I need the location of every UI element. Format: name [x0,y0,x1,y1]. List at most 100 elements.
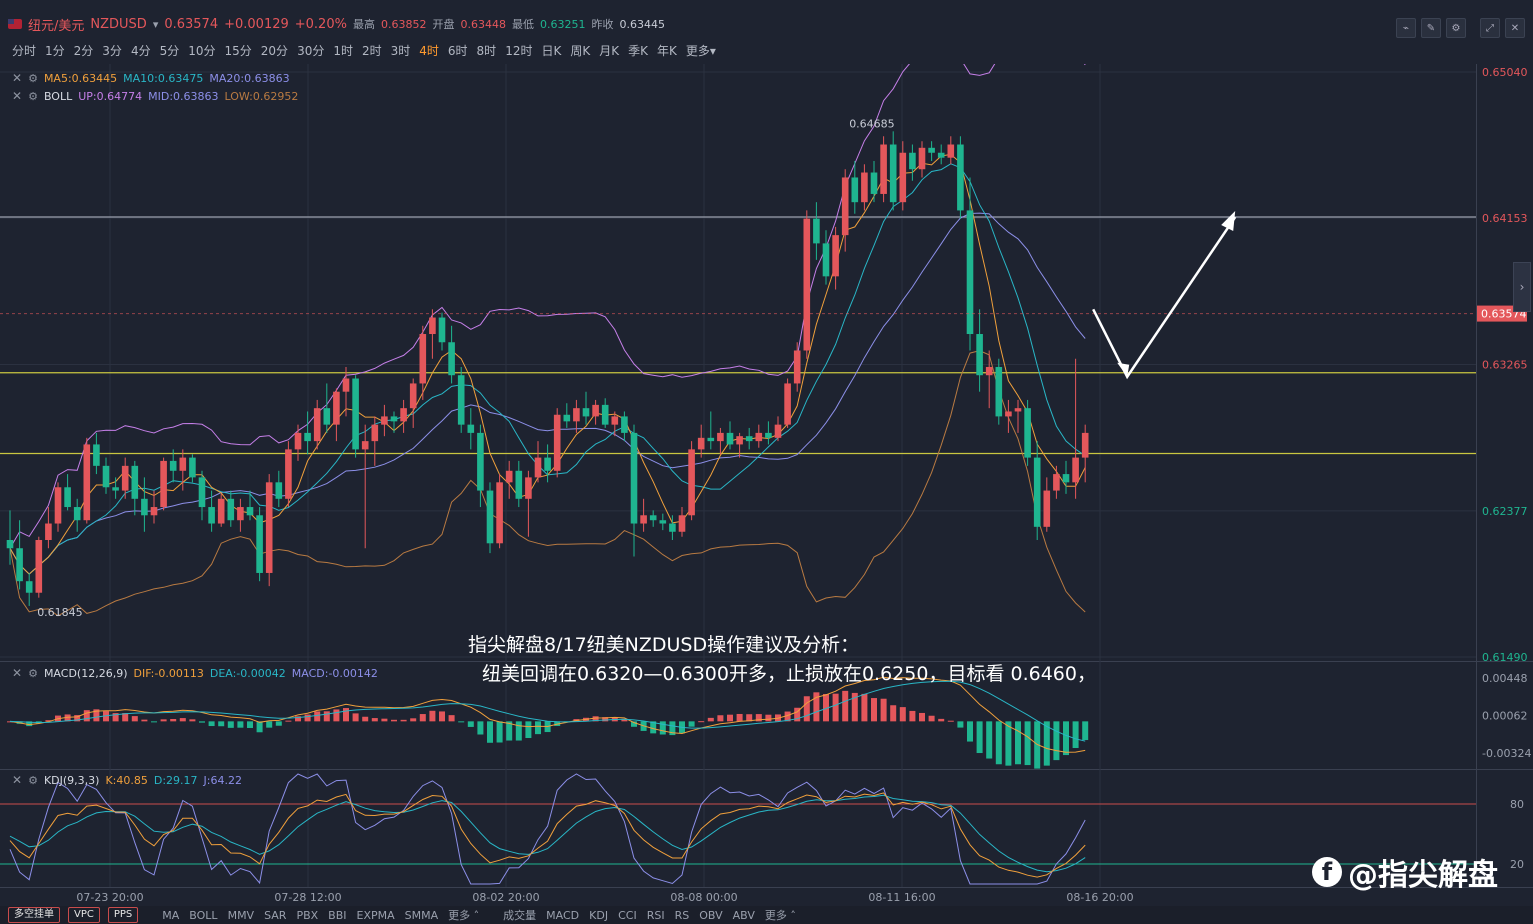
main-indicator-tab[interactable]: BOLL [189,908,218,922]
boll-lower-line [9,350,1086,617]
boll-legend: ✕ ⚙ BOLL UP:0.64774 MID:0.63863 LOW:0.62… [12,89,304,103]
period-tab[interactable]: 周K [570,44,591,58]
candle-body [947,144,955,158]
macd-histogram-bar [170,718,177,722]
period-tab[interactable]: 4分 [130,44,151,58]
draw-icon[interactable]: ✎ [1421,18,1441,38]
main-indicator-tab[interactable]: MMV [227,908,255,922]
close-icon[interactable]: ✕ [12,89,23,103]
macd-y-tick: -0.00324 [1482,747,1531,760]
symbol-dropdown-icon[interactable]: ▾ [152,17,159,31]
y-tick-label: 0.65040 [1482,66,1528,79]
macd-histogram-bar [803,696,810,722]
gear-icon[interactable]: ⚙ [28,666,38,680]
sub-indicator-tab[interactable]: OBV [699,908,723,922]
period-tab[interactable]: 更多▾ [685,44,716,58]
symbol-code[interactable]: NZDUSD [90,16,147,32]
sub-indicator-tab[interactable]: KDJ [589,908,609,922]
period-tabs: 分时 1分 2分 3分 4分 5分 10分 15分 20分 30分 1时 2时 3时 4时 6时 8时 12时日… [12,42,725,59]
x-tick-label: 08-02 20:00 [472,891,539,904]
period-tab[interactable]: 3时 [390,44,411,58]
macd-histogram-bar [64,714,71,722]
candle-body [736,436,743,445]
close-icon[interactable]: ✕ [12,773,23,787]
period-tab[interactable]: 6时 [447,44,468,58]
ma20-line [9,212,1086,575]
gear-icon[interactable]: ⚙ [28,71,38,85]
period-tab[interactable]: 日K [541,44,562,58]
period-tab[interactable]: 分时 [12,44,37,58]
period-tab[interactable]: 季K [628,44,648,58]
main-indicator-tab[interactable]: PBX [296,908,319,922]
fullscreen-icon[interactable]: ⤢ [1480,18,1500,38]
last-price: 0.63574 [164,16,219,32]
period-tab[interactable]: 2时 [361,44,382,58]
period-tab[interactable]: 10分 [188,44,216,58]
gear-icon[interactable]: ⚙ [28,773,38,787]
indicator-icon[interactable]: ⌁ [1396,18,1416,38]
period-tab[interactable]: 2分 [73,44,94,58]
main-indicator-tab[interactable]: SAR [264,908,287,922]
period-tab[interactable]: 12时 [505,44,533,58]
sub-indicator-tab[interactable]: 更多 ˄ [764,909,796,922]
candle-body [83,444,91,521]
candle-body [73,507,81,521]
macd-histogram-bar [362,716,369,722]
symbol-name[interactable]: 纽元/美元 [28,18,85,34]
macd-histogram-bar [794,707,801,722]
macd-histogram-bar [122,713,129,722]
candle-body [630,432,638,524]
sub-indicator-tab[interactable]: ABV [732,908,755,922]
toolbar-button[interactable]: VPC [68,907,100,923]
candle-body [985,366,993,376]
macd-histogram-bar [333,709,340,722]
period-tab[interactable]: 20分 [260,44,289,58]
period-tab[interactable]: 15分 [224,44,252,58]
settings-icon[interactable]: ⚙ [1446,18,1466,38]
candle-body [131,465,139,499]
macd-histogram-bar [467,721,474,727]
right-panel-toggle[interactable]: › [1513,262,1531,312]
sub-indicator-tab[interactable]: RS [674,908,690,922]
main-indicator-tab[interactable]: EXPMA [356,908,395,922]
period-tab[interactable]: 8时 [476,44,497,58]
period-tab[interactable]: 年K [656,44,677,58]
period-tab[interactable]: 月K [599,44,620,58]
analysis-text: 纽美回调在0.6320—0.6300开多，止损放在0.6250，目标看 0.64… [482,663,1096,685]
candle-body [160,460,167,508]
candle-body [1062,474,1070,483]
ma-legend: ✕ ⚙ MA5:0.63445 MA10:0.63475 MA20:0.6386… [12,71,296,85]
sub-indicator-tab[interactable]: CCI [618,908,637,922]
period-tab[interactable]: 1分 [45,44,65,58]
toolbar-button[interactable]: PPS [107,907,139,923]
macd-histogram-bar [266,721,273,728]
candle-body [563,414,571,422]
period-tab[interactable]: 1时 [333,44,353,58]
macd-label: MACD(12,26,9) [43,666,128,680]
main-indicator-tab[interactable]: MA [162,908,180,922]
candle-body [793,350,801,384]
candle-body [64,487,71,508]
candle-body [237,507,244,521]
candle-body [304,432,311,442]
period-tab[interactable]: 5分 [159,44,180,58]
kline-chart[interactable]: 0.61490 0.62377 0.63265 0.64153 0.65040 07-23… [0,64,1533,906]
toolbar-button[interactable]: 多空挂单 [8,907,60,923]
candle-body [688,449,695,516]
sub-indicator-tab[interactable]: MACD [546,908,580,922]
macd-histogram-bar [957,721,964,728]
sub-indicator-tab[interactable]: 成交量 [503,909,537,922]
main-indicator-tab[interactable]: SMMA [404,908,439,922]
main-indicator-tab[interactable]: BBI [328,908,347,922]
period-tab[interactable]: 4时 [419,44,439,58]
close-icon[interactable]: ✕ [1505,18,1525,38]
macd-histogram-bar [688,721,695,727]
close-icon[interactable]: ✕ [12,666,23,680]
macd-y-tick: 0.00062 [1482,709,1528,722]
gear-icon[interactable]: ⚙ [28,89,38,103]
period-tab[interactable]: 30分 [297,44,325,58]
close-icon[interactable]: ✕ [12,71,23,85]
main-indicator-tab[interactable]: 更多 ˄ [448,909,480,922]
sub-indicator-tab[interactable]: RSI [646,908,665,922]
period-tab[interactable]: 3分 [102,44,122,58]
